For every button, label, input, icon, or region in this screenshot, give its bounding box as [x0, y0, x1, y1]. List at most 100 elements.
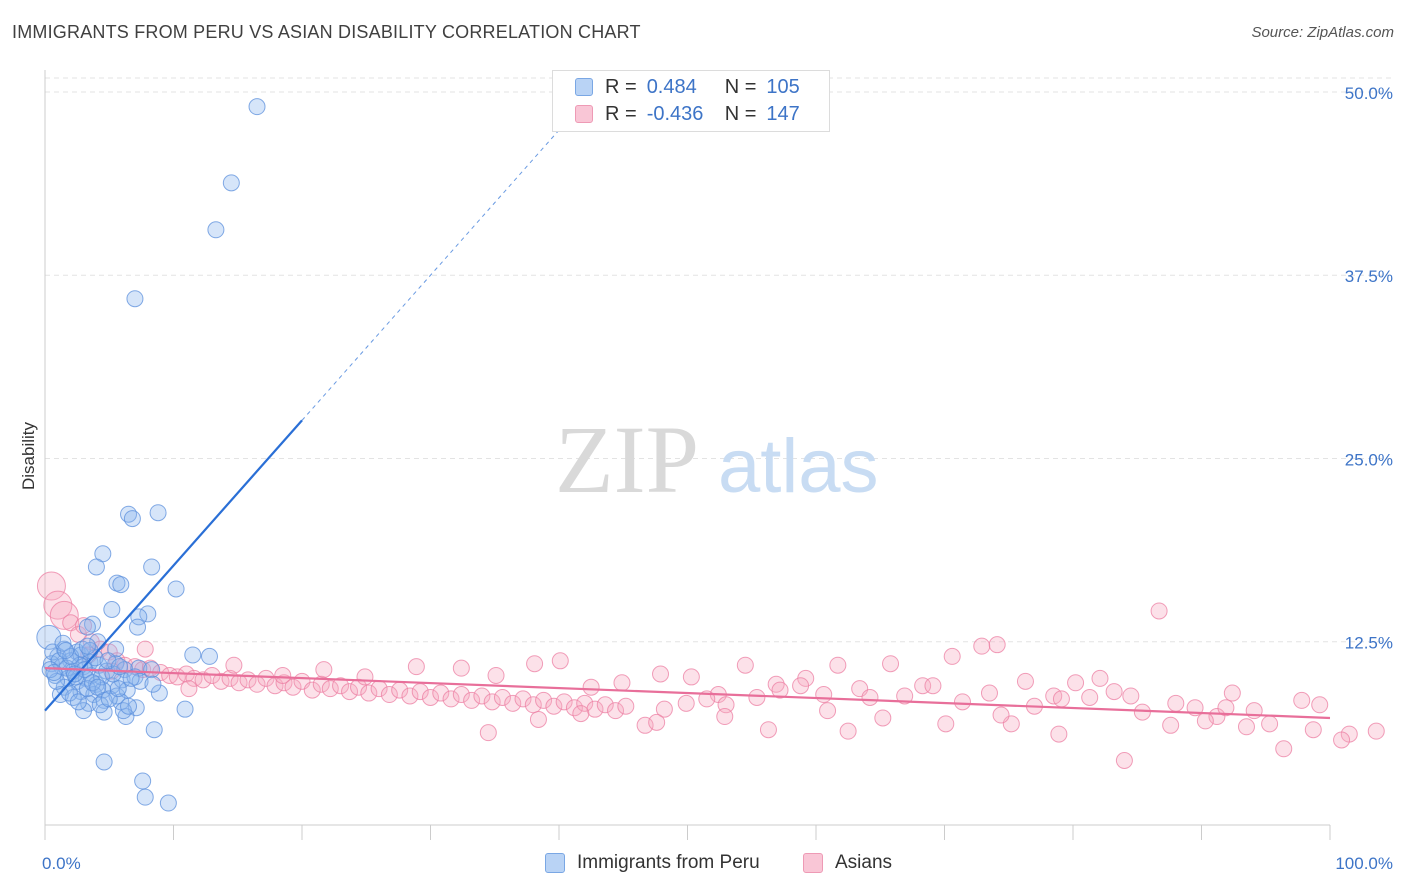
n-label: N =	[724, 102, 757, 125]
asians-point	[759, 721, 777, 739]
asians-point	[321, 680, 339, 698]
source-label: Source: ZipAtlas.com	[1251, 24, 1394, 41]
peru-trend-extension	[301, 129, 560, 421]
legend-label-peru: Immigrants from Peru	[577, 852, 760, 873]
legend-label-asians: Asians	[835, 852, 893, 873]
asians-point	[682, 668, 700, 686]
asians-point	[819, 702, 837, 720]
asians-point	[992, 706, 1010, 724]
asians-point	[648, 713, 666, 731]
asians-point	[937, 715, 955, 733]
peru-point	[131, 672, 149, 690]
r-value: -0.436	[646, 102, 704, 125]
asians-point	[1162, 716, 1180, 734]
asians-point	[861, 688, 879, 706]
asians-point	[613, 674, 631, 692]
watermark-zip: ZIP	[555, 406, 699, 513]
peru-point	[78, 618, 96, 636]
asians-point	[924, 677, 942, 695]
peru-point	[184, 646, 202, 664]
peru-point	[150, 684, 168, 702]
asians-point	[1081, 688, 1099, 706]
peru-point	[144, 675, 162, 693]
peru-point	[112, 576, 130, 594]
r-value: 0.484	[646, 75, 697, 98]
asians-point	[1311, 696, 1329, 714]
n-value: 105	[766, 75, 800, 98]
peru-swatch	[545, 853, 565, 873]
asians-point	[49, 600, 79, 630]
asians-point	[839, 722, 857, 740]
y-axis-label: Disability	[19, 421, 38, 490]
asians-swatch	[803, 853, 823, 873]
peru-point	[145, 721, 163, 739]
asians-point	[1122, 687, 1140, 705]
peru-point	[107, 640, 125, 658]
asians-point	[483, 693, 501, 711]
legend-item-asians[interactable]: Asians	[803, 852, 892, 874]
watermark-atlas: atlas	[718, 424, 879, 509]
asians-point	[422, 688, 439, 706]
asians-point	[896, 687, 914, 705]
asians-point	[62, 614, 80, 632]
asians-point	[582, 678, 600, 696]
chart-title: IMMIGRANTS FROM PERU VS ASIAN DISABILITY…	[12, 22, 641, 42]
asians-point	[360, 684, 378, 702]
asians-point	[1293, 691, 1311, 709]
asians-point	[655, 700, 673, 718]
asians-point	[225, 656, 243, 674]
legend-item-peru[interactable]: Immigrants from Peru	[545, 852, 760, 874]
asians-point	[1105, 683, 1123, 701]
asians-point	[452, 686, 470, 704]
asians-point	[284, 678, 302, 696]
x-tick-label: 100.0%	[1335, 854, 1393, 873]
asians-point	[401, 687, 419, 705]
peru-point	[57, 642, 75, 660]
asians-point	[545, 697, 563, 715]
asians-point	[180, 680, 198, 698]
asians-point	[312, 675, 330, 693]
y-tick-label: 37.5%	[1345, 267, 1393, 286]
asians-point	[1196, 712, 1214, 730]
asians-point	[1133, 703, 1151, 721]
peru-point	[129, 618, 147, 636]
correlation-legend: R = 0.484 N = 105 R = -0.436 N = 147	[552, 70, 830, 132]
asians-point	[953, 693, 971, 711]
asians-point	[771, 681, 789, 699]
asians-point	[1304, 721, 1322, 739]
asians-point	[463, 691, 481, 709]
asians-point	[1067, 674, 1085, 692]
asians-point	[617, 697, 635, 715]
asians-point	[332, 677, 350, 695]
asians-point	[1367, 722, 1385, 740]
peru-point	[95, 753, 113, 771]
asians-point	[1150, 602, 1168, 620]
x-tick-label: 0.0%	[42, 854, 81, 873]
n-label: N =	[724, 75, 757, 98]
peru-point	[176, 700, 194, 718]
series-legend: Immigrants from Peru Asians	[0, 852, 1406, 878]
asians-point	[565, 699, 583, 717]
asians-point	[736, 656, 754, 674]
peru-point	[103, 600, 121, 618]
asians-point	[380, 686, 398, 704]
asians-point	[988, 636, 1006, 654]
peru-point	[122, 669, 140, 687]
asians-point	[341, 683, 359, 701]
peru-point	[136, 788, 154, 806]
asians-point	[432, 684, 450, 702]
asians-point	[607, 702, 625, 720]
legend-row-peru: R = 0.484 N = 105	[575, 74, 800, 100]
asians-point	[1167, 694, 1185, 712]
asians-point	[303, 681, 321, 699]
asians-point	[1275, 740, 1293, 758]
y-tick-label: 50.0%	[1345, 84, 1393, 103]
asians-point	[479, 724, 497, 742]
asians-point	[274, 666, 292, 684]
n-value: 147	[766, 102, 800, 125]
asians-points	[36, 571, 1385, 769]
peru-swatch	[575, 78, 593, 96]
watermark: ZIP atlas	[555, 406, 879, 513]
asians-point	[874, 709, 892, 727]
asians-point	[943, 647, 961, 665]
